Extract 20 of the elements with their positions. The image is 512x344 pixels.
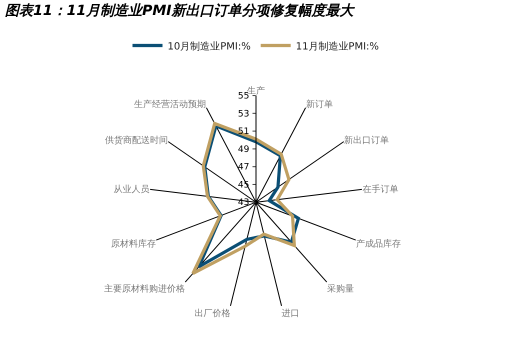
spoke-label: 主要原材料购进价格 (104, 283, 185, 294)
spoke-label: 从业人员 (114, 184, 150, 196)
legend-label: 11月制造业PMI:% (296, 40, 379, 52)
spoke-label: 供货商配送时间 (104, 134, 168, 146)
legend-label: 10月制造业PMI:% (168, 40, 251, 52)
spoke-label: 产成品库存 (356, 238, 402, 250)
spoke-label: 采购量 (327, 283, 354, 294)
spoke-label: 进口 (282, 308, 300, 319)
spoke-label: 新出口订单 (344, 134, 390, 146)
chart-title: 图表11：11月制造业PMI新出口订单分项修复幅度最大 (5, 2, 356, 19)
spoke-label: 新订单 (306, 99, 333, 110)
y-tick-label: 49 (238, 144, 250, 155)
y-tick-label: 55 (238, 91, 250, 102)
spoke-label: 在手订单 (362, 184, 398, 196)
y-tick-label: 47 (238, 162, 250, 173)
spoke-label: 出厂价格 (194, 308, 230, 319)
spoke-label: 生产经营活动预期 (134, 99, 206, 110)
spoke-label: 原材料库存 (110, 238, 156, 250)
spoke-label: 生产 (247, 85, 265, 96)
y-tick-label: 53 (238, 109, 250, 120)
